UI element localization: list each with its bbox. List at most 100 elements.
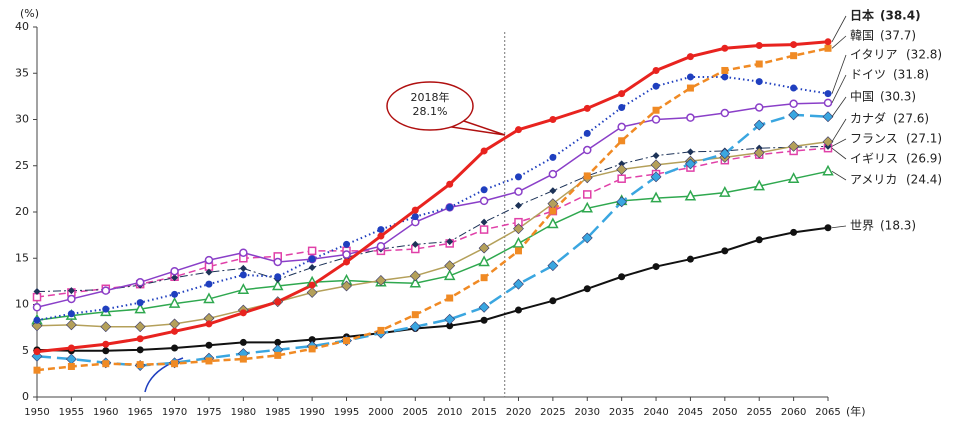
- point: [102, 340, 110, 348]
- point: [480, 316, 488, 324]
- point: [685, 158, 696, 170]
- point: [205, 268, 213, 276]
- point: [205, 320, 213, 328]
- point: [102, 347, 110, 355]
- point: [205, 280, 213, 288]
- point: [239, 271, 247, 279]
- x-tick-label: 2030: [575, 407, 600, 418]
- point: [652, 152, 660, 160]
- x-tick-label: 2010: [437, 407, 462, 418]
- x-tick-label: 1965: [127, 407, 152, 418]
- point: [650, 171, 662, 183]
- x-tick-label: 1970: [162, 407, 187, 418]
- value-label: (18.3): [880, 219, 916, 233]
- legend-label: ドイツ: [850, 68, 886, 82]
- x-tick-label: 2065: [815, 407, 840, 418]
- point: [33, 288, 41, 296]
- x-tick-label: 1960: [93, 407, 118, 418]
- point: [171, 327, 179, 335]
- point: [512, 236, 525, 248]
- point: [652, 82, 660, 90]
- point: [308, 255, 316, 263]
- x-tick-label: 2015: [471, 407, 496, 418]
- point: [171, 274, 179, 282]
- point: [721, 66, 729, 74]
- annotation-text: 2018年: [411, 90, 450, 104]
- point: [549, 207, 557, 215]
- leader-line: [831, 147, 847, 160]
- point: [547, 260, 559, 272]
- x-tick-label: 2060: [781, 407, 806, 418]
- point: [583, 145, 592, 155]
- point: [343, 337, 351, 345]
- point: [203, 292, 215, 304]
- point: [618, 137, 626, 145]
- point: [652, 263, 660, 271]
- point: [239, 338, 247, 346]
- point: [274, 298, 282, 306]
- point: [67, 287, 75, 295]
- point: [480, 274, 488, 282]
- leader-line: [831, 96, 847, 117]
- point: [134, 321, 146, 333]
- point: [409, 321, 421, 333]
- point: [549, 153, 557, 161]
- leader-line: [831, 170, 847, 181]
- point: [650, 159, 662, 171]
- point: [478, 301, 490, 313]
- legend-label: 中国: [850, 89, 874, 104]
- point: [169, 318, 180, 330]
- point: [822, 136, 834, 148]
- point: [755, 42, 763, 49]
- x-tick-label: 1950: [24, 407, 49, 418]
- point: [67, 362, 75, 370]
- point: [33, 316, 41, 324]
- point: [239, 264, 247, 272]
- x-tick-label: 1980: [231, 407, 256, 418]
- point: [755, 78, 763, 86]
- point: [446, 322, 454, 330]
- point: [686, 73, 694, 81]
- point: [616, 196, 628, 208]
- y-axis-label: (%): [20, 7, 39, 20]
- point: [377, 326, 385, 334]
- point: [753, 147, 765, 159]
- leader-line: [831, 15, 847, 42]
- y-tick-label: 20: [15, 205, 29, 218]
- annotation-text: 28.1%: [413, 105, 448, 118]
- point: [409, 276, 422, 288]
- x-tick-label: 1995: [334, 407, 359, 418]
- arrow-decoration: [144, 357, 184, 393]
- x-tick-label: 2045: [678, 407, 703, 418]
- point: [549, 116, 557, 123]
- point: [102, 360, 110, 368]
- point: [616, 164, 628, 175]
- point: [308, 336, 316, 344]
- point: [790, 84, 798, 92]
- point: [686, 53, 694, 61]
- point: [308, 345, 316, 353]
- x-tick-label: 1985: [265, 407, 290, 418]
- x-tick-label: 2040: [643, 407, 668, 418]
- point: [790, 228, 798, 236]
- point: [514, 173, 522, 181]
- point: [822, 111, 834, 123]
- point: [823, 98, 833, 108]
- legend-label: イタリア: [850, 48, 898, 62]
- legend-label: カナダ: [850, 111, 886, 126]
- x-tick-label: 2020: [506, 407, 531, 418]
- point: [33, 366, 41, 374]
- point: [205, 341, 213, 349]
- legend-label: 韓国: [850, 29, 874, 43]
- point: [822, 164, 834, 176]
- point: [548, 169, 558, 179]
- point: [686, 255, 694, 263]
- y-tick-label: 25: [15, 159, 29, 172]
- x-tick-label: 1990: [299, 407, 324, 418]
- x-tick-label: 1955: [59, 407, 84, 418]
- point: [67, 344, 75, 352]
- point: [443, 269, 456, 281]
- point: [274, 338, 282, 346]
- point: [686, 148, 694, 156]
- y-tick-label: 30: [15, 113, 29, 126]
